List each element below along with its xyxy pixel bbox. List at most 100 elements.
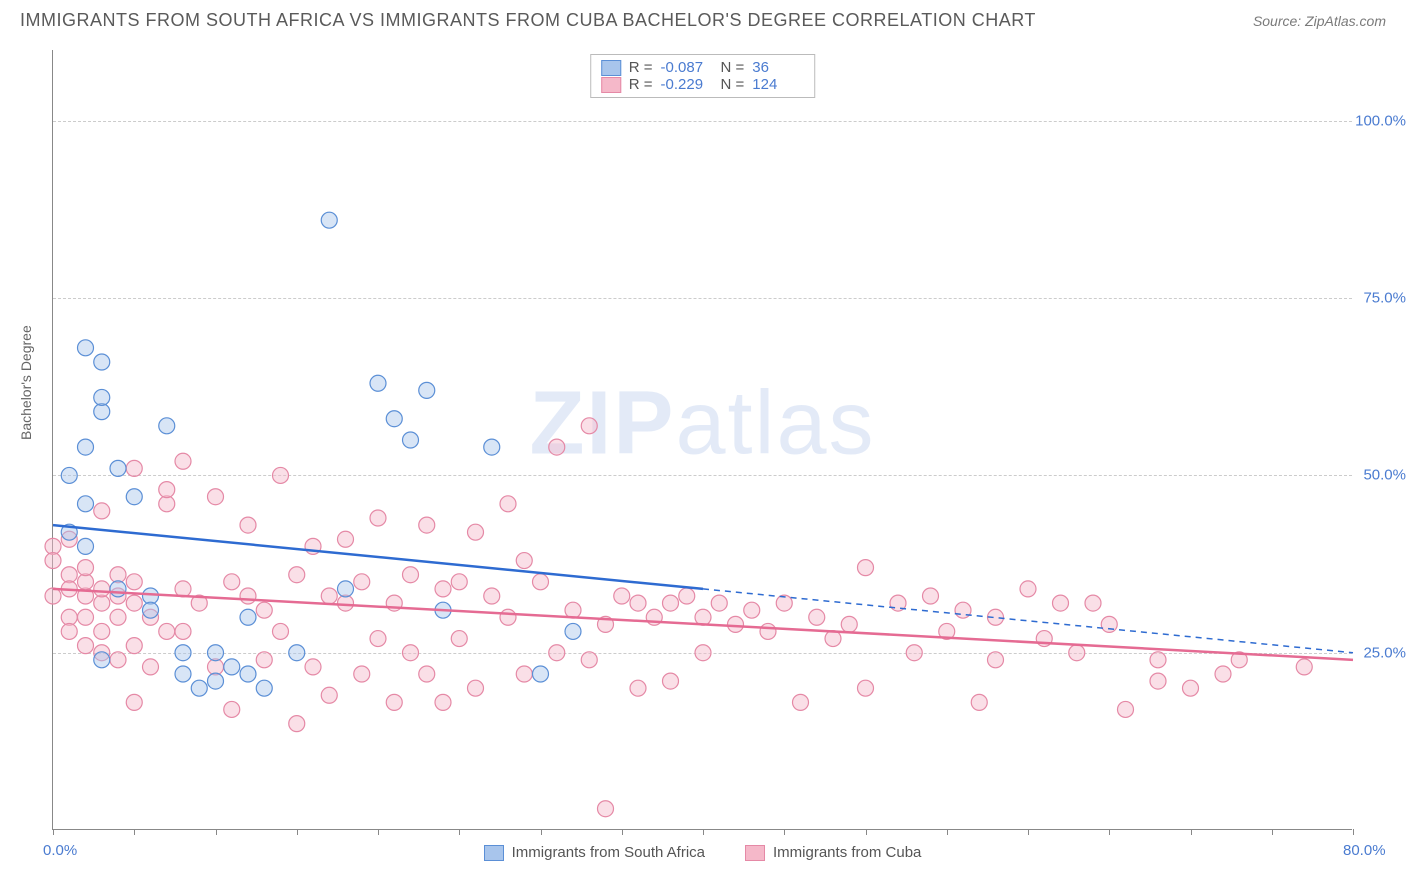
data-point (419, 517, 435, 533)
data-point (533, 574, 549, 590)
data-point (614, 588, 630, 604)
data-point (744, 602, 760, 618)
data-point (841, 616, 857, 632)
data-point (858, 680, 874, 696)
data-point (289, 716, 305, 732)
data-point (159, 623, 175, 639)
swatch-cuba (601, 77, 621, 93)
x-tick (1028, 829, 1029, 835)
data-point (533, 666, 549, 682)
data-point (793, 694, 809, 710)
data-point (1183, 680, 1199, 696)
swatch-sa-icon (484, 845, 504, 861)
data-point (971, 694, 987, 710)
data-point (728, 616, 744, 632)
data-point (321, 687, 337, 703)
data-point (1118, 701, 1134, 717)
data-point (78, 560, 94, 576)
data-point (923, 588, 939, 604)
data-point (809, 609, 825, 625)
data-point (1020, 581, 1036, 597)
data-point (1150, 673, 1166, 689)
data-point (1296, 659, 1312, 675)
data-point (581, 418, 597, 434)
data-point (224, 659, 240, 675)
data-point (370, 631, 386, 647)
legend-item-sa: Immigrants from South Africa (484, 844, 705, 861)
data-point (484, 439, 500, 455)
data-point (78, 496, 94, 512)
data-point (451, 574, 467, 590)
data-point (289, 645, 305, 661)
data-point (386, 694, 402, 710)
y-axis-label: Bachelor's Degree (18, 325, 34, 440)
legend-item-cuba: Immigrants from Cuba (745, 844, 921, 861)
data-point (370, 510, 386, 526)
data-point (451, 631, 467, 647)
scatter-chart: ZIPatlas 25.0%50.0%75.0%100.0% R = -0.08… (52, 50, 1352, 830)
trend-line (53, 525, 703, 589)
x-tick (53, 829, 54, 835)
data-point (94, 503, 110, 519)
data-point (1085, 595, 1101, 611)
data-point (988, 652, 1004, 668)
data-point (61, 467, 77, 483)
data-point (565, 623, 581, 639)
stats-row-sa: R = -0.087 N = 36 (601, 59, 805, 76)
swatch-sa (601, 60, 621, 76)
data-point (289, 567, 305, 583)
data-point (305, 659, 321, 675)
data-point (516, 553, 532, 569)
data-point (273, 467, 289, 483)
data-point (208, 645, 224, 661)
x-tick (134, 829, 135, 835)
y-tick-label: 25.0% (1363, 644, 1406, 661)
data-point (208, 673, 224, 689)
data-point (338, 581, 354, 597)
data-point (110, 460, 126, 476)
data-point (256, 602, 272, 618)
data-point (61, 623, 77, 639)
data-point (1101, 616, 1117, 632)
data-point (354, 666, 370, 682)
data-point (549, 645, 565, 661)
data-point (208, 489, 224, 505)
data-point (386, 411, 402, 427)
data-point (78, 340, 94, 356)
y-tick-label: 50.0% (1363, 467, 1406, 484)
data-point (78, 538, 94, 554)
data-point (110, 581, 126, 597)
page-title: IMMIGRANTS FROM SOUTH AFRICA VS IMMIGRAN… (20, 10, 1036, 31)
data-point (955, 602, 971, 618)
source-credit: Source: ZipAtlas.com (1253, 13, 1386, 29)
data-point (581, 652, 597, 668)
data-point (321, 212, 337, 228)
stats-legend: R = -0.087 N = 36 R = -0.229 N = 124 (590, 54, 816, 98)
data-point (240, 588, 256, 604)
data-point (403, 567, 419, 583)
y-tick-label: 100.0% (1355, 112, 1406, 129)
data-point (126, 574, 142, 590)
data-point (256, 680, 272, 696)
bottom-legend: Immigrants from South Africa Immigrants … (53, 844, 1352, 861)
data-point (338, 531, 354, 547)
data-point (191, 680, 207, 696)
x-tick (703, 829, 704, 835)
plot-svg (53, 50, 1352, 829)
data-point (370, 375, 386, 391)
y-tick-label: 75.0% (1363, 290, 1406, 307)
stats-row-cuba: R = -0.229 N = 124 (601, 76, 805, 93)
data-point (321, 588, 337, 604)
data-point (110, 609, 126, 625)
data-point (468, 680, 484, 696)
data-point (126, 595, 142, 611)
data-point (695, 645, 711, 661)
x-tick (297, 829, 298, 835)
data-point (143, 602, 159, 618)
data-point (1150, 652, 1166, 668)
data-point (240, 609, 256, 625)
data-point (224, 701, 240, 717)
data-point (143, 659, 159, 675)
data-point (273, 623, 289, 639)
x-tick (378, 829, 379, 835)
